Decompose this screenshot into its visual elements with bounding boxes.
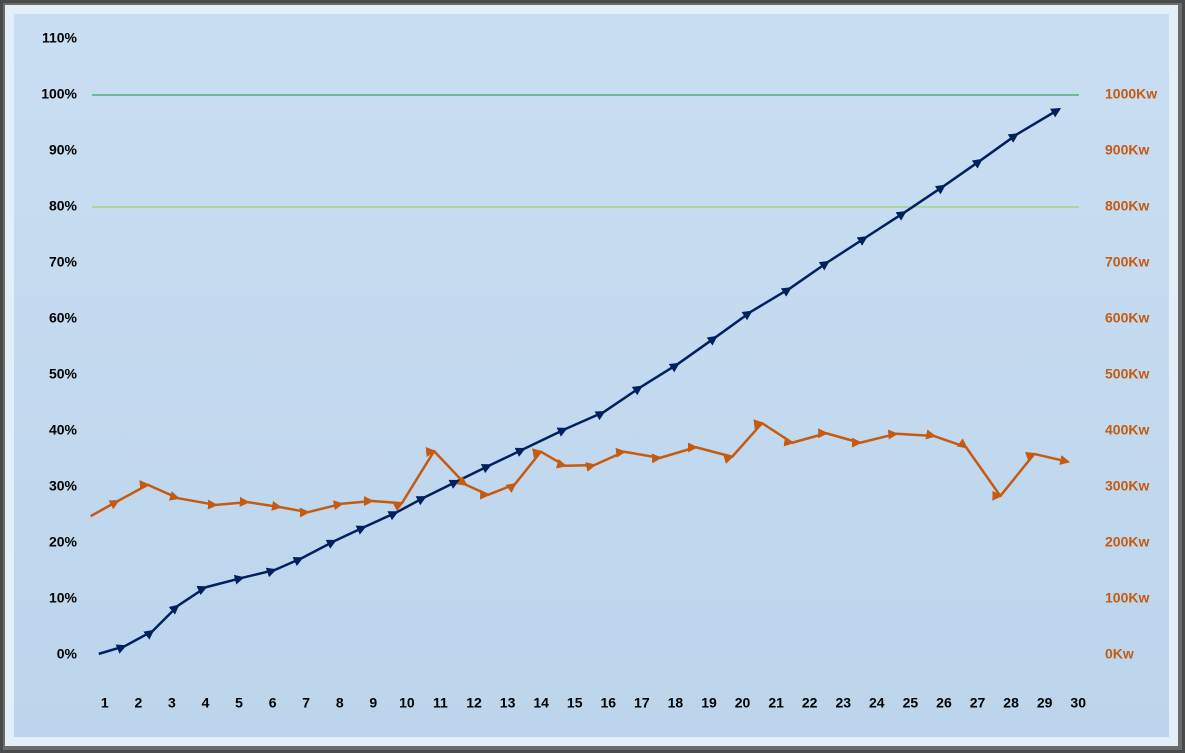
y-tick-label: 90% xyxy=(49,142,78,158)
x-tick-label: 2 xyxy=(134,695,142,711)
x-tick-label: 6 xyxy=(269,695,277,711)
y-tick-label: 100% xyxy=(41,86,77,102)
y2-tick-label: 800Kw xyxy=(1105,198,1149,214)
x-tick-label: 15 xyxy=(567,695,583,711)
x-tick-label: 14 xyxy=(533,695,549,711)
y-tick-label: 70% xyxy=(49,254,78,270)
x-tick-label: 11 xyxy=(433,695,448,711)
x-tick-label: 22 xyxy=(802,695,818,711)
x-tick-label: 20 xyxy=(735,695,751,711)
x-tick-label: 23 xyxy=(835,695,851,711)
x-tick-label: 25 xyxy=(903,695,919,711)
y-tick-label: 50% xyxy=(49,366,78,382)
x-tick-label: 4 xyxy=(202,695,210,711)
x-tick-label: 5 xyxy=(235,695,243,711)
y-tick-label: 10% xyxy=(49,590,78,606)
y2-tick-label: 100Kw xyxy=(1105,590,1149,606)
x-tick-label: 16 xyxy=(600,695,616,711)
y-tick-label: 60% xyxy=(49,310,78,326)
x-tick-label: 1 xyxy=(101,695,109,711)
y-tick-label: 110% xyxy=(42,30,78,46)
y-tick-label: 0% xyxy=(57,646,78,662)
y-tick-label: 20% xyxy=(49,534,78,550)
y2-tick-label: 200Kw xyxy=(1105,534,1149,550)
y2-tick-label: 0Kw xyxy=(1105,646,1134,662)
x-tick-label: 27 xyxy=(970,695,986,711)
x-tick-label: 21 xyxy=(768,695,784,711)
x-tick-label: 8 xyxy=(336,695,344,711)
y-tick-label: 30% xyxy=(49,478,78,494)
series-line xyxy=(90,419,1071,518)
y-tick-label: 40% xyxy=(49,422,78,438)
x-tick-label: 10 xyxy=(399,695,415,711)
x-tick-label: 17 xyxy=(634,695,650,711)
plot-background xyxy=(14,14,1169,737)
x-tick-label: 9 xyxy=(369,695,377,711)
x-tick-label: 7 xyxy=(302,695,310,711)
x-tick-label: 12 xyxy=(466,695,482,711)
x-tick-label: 29 xyxy=(1037,695,1053,711)
x-tick-label: 28 xyxy=(1003,695,1019,711)
y2-tick-label: 400Kw xyxy=(1105,422,1149,438)
x-tick-label: 24 xyxy=(869,695,885,711)
y2-tick-label: 500Kw xyxy=(1105,366,1149,382)
x-tick-label: 26 xyxy=(936,695,952,711)
y2-tick-label: 300Kw xyxy=(1105,478,1149,494)
y-tick-label: 80% xyxy=(49,198,78,214)
x-tick-label: 19 xyxy=(701,695,717,711)
x-tick-label: 30 xyxy=(1070,695,1086,711)
y2-tick-label: 600Kw xyxy=(1105,310,1149,326)
y2-tick-label: 700Kw xyxy=(1105,254,1149,270)
x-tick-label: 3 xyxy=(168,695,176,711)
x-tick-label: 18 xyxy=(668,695,684,711)
x-tick-label: 13 xyxy=(500,695,516,711)
y2-tick-label: 1000Kw xyxy=(1105,86,1157,102)
y2-tick-label: 900Kw xyxy=(1105,142,1149,158)
